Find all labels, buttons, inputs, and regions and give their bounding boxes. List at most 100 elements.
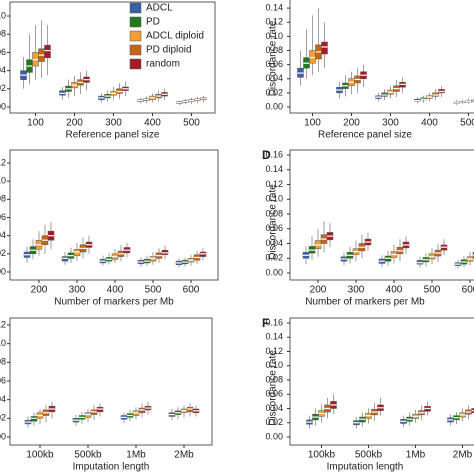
legend-swatch	[129, 58, 142, 70]
y-tick-label: 0.04	[265, 238, 283, 248]
x-tick-label: 300	[382, 118, 399, 129]
legend-swatch	[129, 2, 142, 14]
x-axis-title: Reference panel size	[318, 130, 412, 141]
x-tick-label: 400	[421, 118, 438, 129]
y-tick-label: 0.08	[265, 374, 283, 384]
y-tick-label: 0.16	[265, 149, 283, 159]
y-tick-label: 0.08	[0, 29, 6, 39]
x-tick-label: 600	[462, 285, 474, 296]
legend-label: random	[146, 59, 180, 70]
x-tick-label: 300	[105, 118, 122, 129]
y-tick-label: 0.00	[0, 266, 6, 276]
y-tick-label: 0.08	[265, 208, 283, 218]
y-tick-label: 0.06	[0, 212, 6, 222]
y-tick-label: 0.06	[265, 59, 283, 69]
y-tick-label: 0.08	[0, 357, 6, 367]
x-tick-label: 1Mb	[126, 450, 146, 461]
y-tick-label: 0.04	[265, 73, 283, 83]
y-tick-label: 0.12	[265, 17, 283, 27]
y-axis-title: Discordance rate	[268, 20, 279, 96]
x-tick-label: 100kb	[308, 450, 336, 461]
x-tick-label: 500	[145, 285, 162, 296]
x-axis-title: Imputation length	[327, 462, 404, 473]
y-tick-label: 0.02	[265, 417, 283, 427]
y-tick-label: 0.02	[0, 248, 6, 258]
legend-swatch	[129, 16, 142, 28]
x-tick-label: 500kb	[74, 450, 102, 461]
x-tick-label: 2Mb	[453, 450, 473, 461]
y-tick-label: 0.06	[265, 223, 283, 233]
y-tick-label: 0.04	[0, 230, 6, 240]
y-tick-label: 0.00	[265, 431, 283, 441]
panel-frame	[9, 1, 216, 114]
x-tick-label: 300	[348, 285, 365, 296]
box	[44, 44, 51, 59]
x-tick-label: 300	[69, 285, 86, 296]
x-tick-label: 200	[31, 285, 48, 296]
y-tick-label: 0.14	[265, 164, 283, 174]
legend-label: PD	[146, 17, 160, 28]
box	[309, 50, 316, 64]
y-tick-label: 0.10	[0, 338, 6, 348]
y-tick-label: 0.02	[265, 253, 283, 263]
y-tick-label: 0.10	[265, 360, 283, 370]
x-tick-label: 400	[386, 285, 403, 296]
panel-frame	[9, 317, 213, 446]
x-tick-label: 500	[183, 118, 200, 129]
y-tick-label: 0.10	[0, 10, 6, 20]
y-tick-label: 0.10	[0, 176, 6, 186]
box	[321, 41, 328, 55]
x-tick-label: 500	[424, 285, 441, 296]
x-axis-title: Number of markers per Mb	[305, 297, 425, 308]
y-tick-label: 0.00	[265, 101, 283, 111]
x-tick-label: 400	[107, 285, 124, 296]
y-tick-label: 0.02	[265, 87, 283, 97]
x-tick-label: 600	[183, 285, 200, 296]
legend-label: PD diploid	[146, 45, 192, 56]
y-tick-label: 0.00	[0, 431, 6, 441]
x-axis-title: Imputation length	[73, 462, 150, 473]
y-tick-label: 0.06	[265, 389, 283, 399]
x-tick-label: 400	[144, 118, 161, 129]
y-tick-label: 0.04	[0, 65, 6, 75]
x-axis-title: Number of markers per Mb	[54, 297, 174, 308]
x-tick-label: 1Mb	[406, 450, 426, 461]
x-tick-label: 200	[343, 118, 360, 129]
legend-label: ADCL	[146, 3, 173, 14]
y-tick-label: 0.16	[265, 317, 283, 327]
y-tick-label: 0.12	[0, 319, 6, 329]
x-tick-label: 2Mb	[174, 450, 194, 461]
x-tick-label: 100	[27, 118, 44, 129]
y-tick-label: 0.06	[0, 47, 6, 57]
y-tick-label: 0.10	[265, 194, 283, 204]
y-tick-label: 0.14	[265, 3, 283, 13]
panel-letter: F	[262, 316, 269, 330]
panel-frame	[289, 317, 474, 446]
y-tick-label: 0.08	[265, 45, 283, 55]
x-tick-label: 200	[310, 285, 327, 296]
panel-letter: D	[262, 148, 271, 162]
y-tick-label: 0.04	[0, 394, 6, 404]
y-tick-label: 0.14	[265, 332, 283, 342]
x-tick-label: 200	[66, 118, 83, 129]
y-axis-title: Discordance rate	[268, 350, 279, 426]
y-tick-label: 0.06	[0, 375, 6, 385]
y-tick-label: 0.12	[0, 157, 6, 167]
y-tick-label: 0.12	[265, 179, 283, 189]
y-tick-label: 0.04	[265, 403, 283, 413]
legend-swatch	[129, 30, 142, 42]
panel-frame	[9, 149, 219, 281]
y-tick-label: 0.08	[0, 194, 6, 204]
legend-label: ADCL diploid	[146, 31, 204, 42]
x-tick-label: 500kb	[355, 450, 383, 461]
y-tick-label: 0.00	[0, 101, 6, 111]
panel-frame	[289, 149, 474, 281]
x-axis-title: Reference panel size	[66, 130, 160, 141]
y-tick-label: 0.12	[265, 346, 283, 356]
y-tick-label: 0.10	[265, 31, 283, 41]
x-tick-label: 500	[460, 118, 474, 129]
y-tick-label: 0.00	[265, 267, 283, 277]
y-tick-label: 0.02	[0, 413, 6, 423]
x-tick-label: 100kb	[26, 450, 54, 461]
